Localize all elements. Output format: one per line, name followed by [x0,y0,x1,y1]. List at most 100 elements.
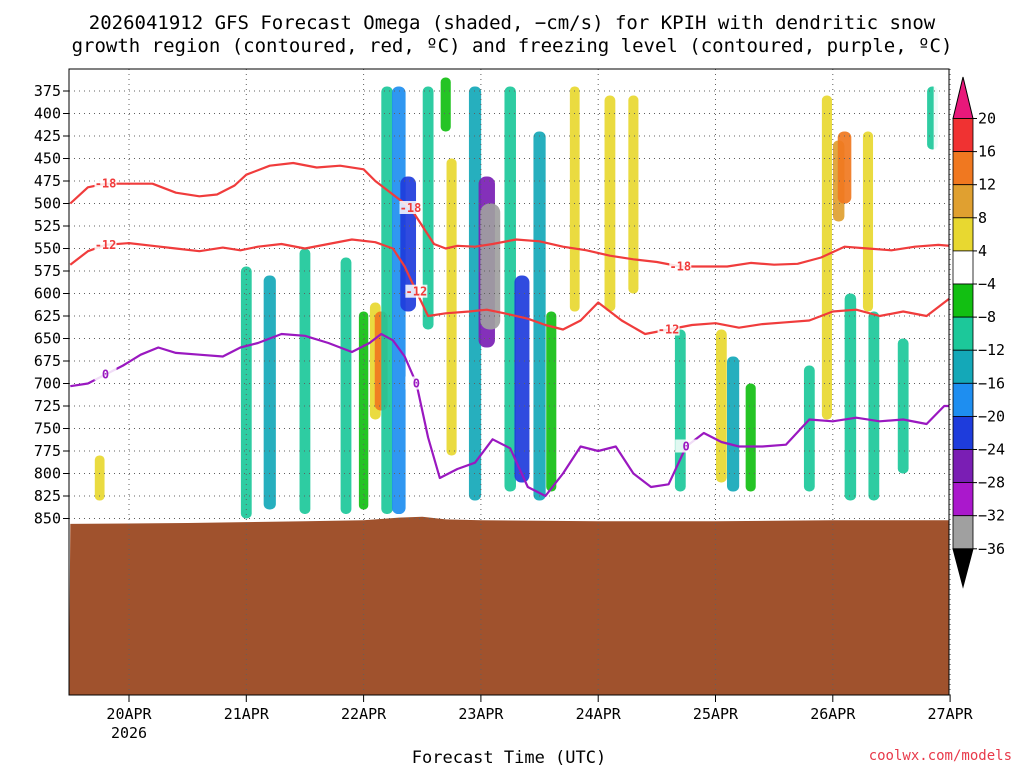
colorbar-label-9: −20 [978,407,1005,425]
colorbar-swatch-4 [952,217,974,252]
omega-cell-29 [715,329,727,483]
x-tick-label-5: 25APR [693,705,739,723]
omega-cell-31 [745,383,756,492]
colorbar-label-2: 12 [978,176,996,194]
omega-cell-0 [94,455,105,501]
x-tick-label-1: 21APR [224,705,270,723]
x-tick-label-0: 20APR [106,705,152,723]
colorbar-swatch-10 [952,416,974,450]
omega-cell-11 [381,86,393,514]
x-tick-label-7: 27APR [928,705,974,723]
x-tick-label-3: 23APR [458,705,504,723]
omega-cell-14 [422,86,434,330]
contour-label-0-1: -18 [400,201,422,215]
contour-label-2-1: 0 [413,377,420,391]
y-tick-label-18: 825 [34,487,61,505]
omega-cell-24 [569,86,580,312]
contour-line-1 [69,238,949,336]
colorbar-swatch-8 [952,349,974,384]
colorbar: 20 16 12 8 4 −4 −8 −12 −16 −20 −24 −28 −32 −36 [952,76,1005,589]
contour-line-0 [69,161,949,268]
omega-cell-26 [628,95,639,294]
y-axis: 375 400 425 450 475 500 525 550 575 600 625 650 675 7… [34,82,69,528]
terrain-fill [69,516,949,695]
y-tick-label-5: 500 [34,195,61,213]
y-tick-label-3: 450 [34,150,61,168]
omega-cell-4 [263,275,276,510]
y-tick-label-17: 800 [34,465,61,483]
x-tick-label-6: 26APR [810,705,856,723]
contour-label-bg-1-1 [405,284,428,298]
plot-frame [68,68,950,696]
omega-cell-17 [468,86,482,501]
x-tick-label-4: 24APR [576,705,622,723]
colorbar-label-12: −32 [978,507,1005,525]
omega-cell-36 [844,293,857,501]
omega-cell-8 [358,311,369,510]
omega-cell-38 [868,311,880,501]
y-tick-label-1: 400 [34,105,61,123]
omega-cell-39 [897,338,909,474]
colorbar-label-6: −8 [978,308,996,326]
omega-cell-1 [147,419,158,496]
colorbar-label-0: 20 [978,110,996,128]
omega-cell-35 [837,131,852,204]
omega-cell-41 [933,77,944,294]
colorbar-top-arrow [952,76,974,120]
contour-label-1-1: -12 [406,285,428,299]
y-tick-label-9: 600 [34,285,61,303]
chart-title-line1: 2026041912 GFS Forecast Omega (shaded, −… [89,12,936,34]
colorbar-label-13: −36 [978,540,1005,558]
y-tick-label-7: 550 [34,240,61,258]
colorbar-swatch-12 [952,482,974,517]
colorbar-swatch-5 [952,250,974,285]
contour-label-bg-1-0 [94,237,117,251]
y-tick-label-2: 425 [34,127,61,145]
y-tick-label-6: 525 [34,217,61,235]
colorbar-swatch-7 [952,316,974,351]
omega-cell-5 [299,248,311,514]
colorbar-label-5: −4 [978,275,996,293]
contour-line-2 [70,332,949,498]
colorbar-label-11: −28 [978,474,1005,492]
credit-text: coolwx.com/models [869,748,1012,764]
colorbar-label-3: 8 [978,209,987,227]
y-tick-label-13: 700 [34,375,61,393]
colorbar-swatch-6 [952,283,974,318]
contour-label-2-2: 0 [683,440,690,454]
y-tick-label-19: 850 [34,510,61,528]
omega-shading [94,77,944,519]
contour-label-1-0: -12 [95,238,117,252]
omega-cell-15 [440,77,451,132]
colorbar-swatch-3 [952,184,974,219]
colorbar-label-8: −16 [978,374,1005,392]
omega-cell-16 [446,158,457,456]
y-tick-label-8: 575 [34,262,61,280]
omega-cell-37 [862,131,874,312]
chart-title-line2: growth region (contoured, red, ºC) and f… [72,35,953,57]
colorbar-label-7: −12 [978,341,1005,359]
colorbar-swatch-9 [952,382,974,417]
omega-cell-6 [317,131,328,258]
y-tick-label-4: 475 [34,172,61,190]
colorbar-label-10: −24 [978,441,1005,459]
x-axis-title: Forecast Time (UTC) [412,748,606,768]
omega-cell-21 [514,275,530,483]
omega-cell-23 [546,311,557,492]
y-tick-label-10: 625 [34,307,61,325]
contour-label-bg-0-2 [669,259,692,273]
colorbar-label-1: 16 [978,143,996,161]
y-tick-label-12: 675 [34,352,61,370]
omega-cell-7 [340,257,352,514]
y-tick-label-15: 750 [34,420,61,438]
y-tick-label-11: 650 [34,330,61,348]
omega-cell-30 [726,356,740,492]
contour-label-0-2: -18 [669,260,691,274]
contour-label-bg-0-1 [399,201,422,214]
colorbar-swatch-13 [952,515,974,550]
contours: -18 -18 -18 -12 -12 -12 0 0 0 [69,161,949,498]
contour-label-bg-2-0 [94,367,117,381]
x-axis: 20APR 21APR 22APR 23APR 24APR 25APR 26APR 27APR [106,695,974,723]
y-tick-label-14: 725 [34,397,61,415]
